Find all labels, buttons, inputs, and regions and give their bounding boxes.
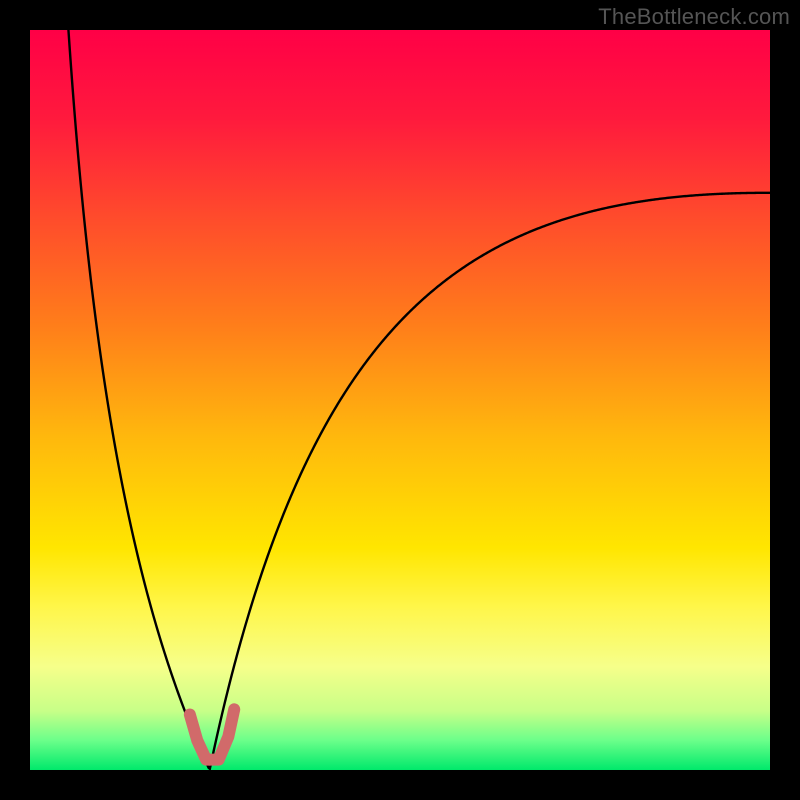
bottleneck-curve-chart [0, 0, 800, 800]
chart-stage: TheBottleneck.com [0, 0, 800, 800]
plot-background [30, 30, 770, 770]
watermark-text: TheBottleneck.com [598, 4, 790, 30]
